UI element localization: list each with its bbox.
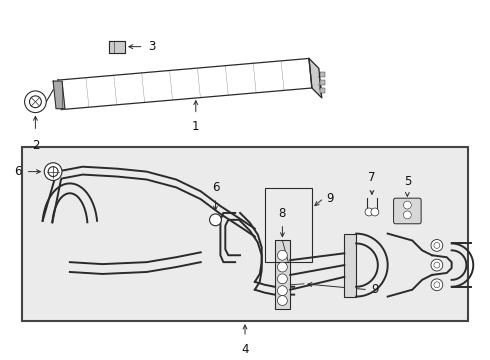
Circle shape: [431, 239, 443, 251]
Circle shape: [371, 208, 379, 216]
Bar: [274, 240, 290, 309]
Circle shape: [48, 167, 58, 176]
Circle shape: [431, 279, 443, 291]
Text: 2: 2: [32, 139, 39, 152]
Text: 7: 7: [368, 171, 376, 184]
Circle shape: [434, 282, 440, 288]
Bar: [320, 72, 325, 77]
Circle shape: [277, 262, 287, 272]
Bar: [22, 147, 468, 321]
Bar: [320, 80, 325, 85]
Circle shape: [403, 201, 411, 209]
Circle shape: [277, 274, 287, 284]
Circle shape: [24, 91, 46, 113]
FancyBboxPatch shape: [393, 198, 421, 224]
Circle shape: [29, 96, 41, 108]
Text: 9: 9: [327, 192, 334, 205]
Text: 8: 8: [279, 207, 286, 220]
Text: 3: 3: [148, 40, 156, 53]
Text: 4: 4: [241, 343, 249, 356]
Bar: [265, 188, 312, 262]
Circle shape: [277, 250, 287, 260]
Circle shape: [434, 262, 440, 268]
Text: 5: 5: [404, 175, 411, 188]
Bar: [320, 88, 325, 93]
Circle shape: [210, 214, 221, 226]
Text: 1: 1: [192, 121, 199, 134]
Text: 6: 6: [14, 165, 22, 178]
Polygon shape: [309, 58, 322, 98]
Polygon shape: [109, 41, 125, 53]
Polygon shape: [58, 58, 312, 110]
Circle shape: [44, 163, 62, 180]
Text: 6: 6: [212, 181, 219, 194]
Bar: [344, 234, 356, 297]
Circle shape: [431, 259, 443, 271]
Text: 9: 9: [371, 283, 378, 296]
Circle shape: [277, 286, 287, 296]
Circle shape: [403, 211, 411, 219]
Circle shape: [434, 243, 440, 248]
Polygon shape: [53, 81, 65, 109]
Circle shape: [365, 208, 373, 216]
Circle shape: [277, 296, 287, 305]
